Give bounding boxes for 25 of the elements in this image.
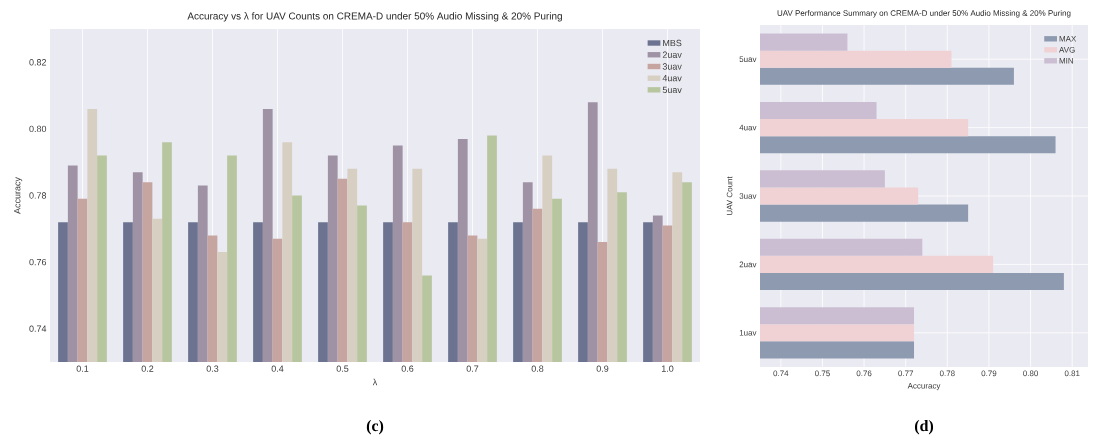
x-tick-label: 0.4 xyxy=(271,365,284,372)
x-tick-label: 0.2 xyxy=(141,365,154,372)
legend-label: 4uav xyxy=(662,75,682,82)
x-tick-label: 0.8 xyxy=(531,365,544,372)
legend-label: 5uav xyxy=(662,86,682,93)
x-axis-title: λ xyxy=(372,378,378,386)
y-axis-title: Accuracy xyxy=(14,177,23,214)
x-tick-label: 0.3 xyxy=(206,365,219,372)
chart-title: Accuracy vs λ for UAV Counts on CREMA-D under 50% Audio Missing & 20% Puring xyxy=(187,12,562,22)
x-tick-label: 1.0 xyxy=(661,365,674,372)
x-tick-label: 0.1 xyxy=(76,365,89,372)
text: (d) xyxy=(914,419,934,435)
x-tick-label: 0.5 xyxy=(336,365,349,372)
legend-label: MBS xyxy=(663,39,682,47)
legend-label: 2uav xyxy=(662,51,682,58)
text: (c) xyxy=(366,419,384,435)
y-tick-label: 0.82 xyxy=(29,59,47,66)
x-tick-label: 0.6 xyxy=(401,365,414,372)
y-tick-label: 0.76 xyxy=(29,258,47,266)
legend-label: 3uav xyxy=(662,63,682,70)
y-tick-label: 0.74 xyxy=(29,325,47,332)
y-tick-label: 0.78 xyxy=(29,192,47,199)
x-tick-label: 0.9 xyxy=(596,365,609,372)
y-tick-label: 0.80 xyxy=(29,125,47,133)
x-tick-label: 0.7 xyxy=(466,365,479,372)
